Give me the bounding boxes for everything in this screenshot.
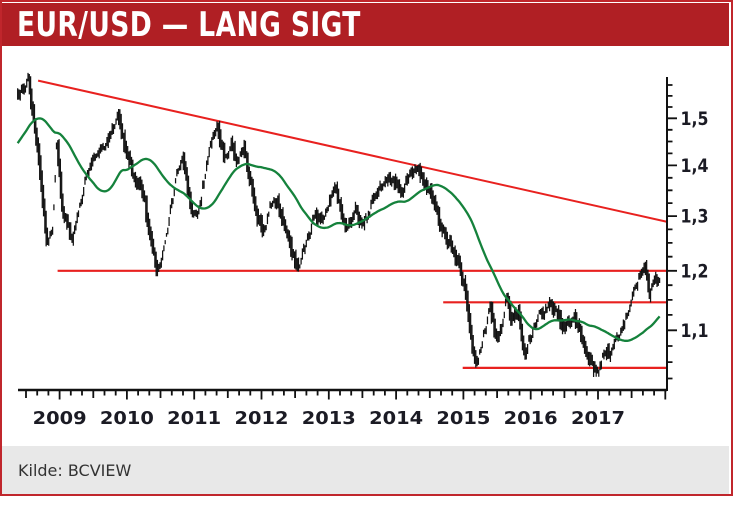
ma-line	[16, 117, 661, 342]
x-axis: 2009 2010 2011 2012 2013 2014 2015 2016 2017	[18, 388, 667, 429]
y-tick-label: 1,1	[681, 320, 709, 342]
resistance-trendline	[37, 79, 668, 223]
y-tick-label: 1,3	[681, 206, 709, 228]
source-footer: Kilde: BCVIEW	[2, 446, 729, 494]
y-axis: 1,5 1,4 1,3 1,2 1,1	[666, 77, 709, 391]
price-bars	[17, 72, 661, 378]
source-label: Kilde: BCVIEW	[18, 460, 132, 480]
y-tick-label: 1,4	[681, 155, 709, 177]
y-tick-label: 1,2	[681, 260, 709, 282]
x-tick-label: 2014	[369, 408, 423, 429]
x-tick-label: 2016	[504, 408, 558, 429]
x-tick-label: 2015	[436, 408, 490, 429]
x-tick-label: 2017	[571, 408, 625, 429]
chart-title-bar: EUR/USD — LANG SIGT	[2, 3, 729, 46]
x-tick-label: 2011	[167, 408, 221, 429]
moving-average-line	[16, 117, 661, 342]
x-tick-label: 2009	[33, 408, 87, 429]
x-tick-label: 2010	[100, 408, 154, 429]
x-tick-label: 2012	[235, 408, 289, 429]
price-bars-series	[17, 72, 661, 378]
y-tick-label: 1,5	[681, 108, 709, 130]
x-axis-ticks	[25, 391, 667, 400]
page-title: EUR/USD — LANG SIGT	[17, 4, 361, 45]
trendline-group	[37, 79, 668, 223]
y-axis-ticks	[667, 84, 677, 380]
x-tick-label: 2013	[302, 408, 356, 429]
